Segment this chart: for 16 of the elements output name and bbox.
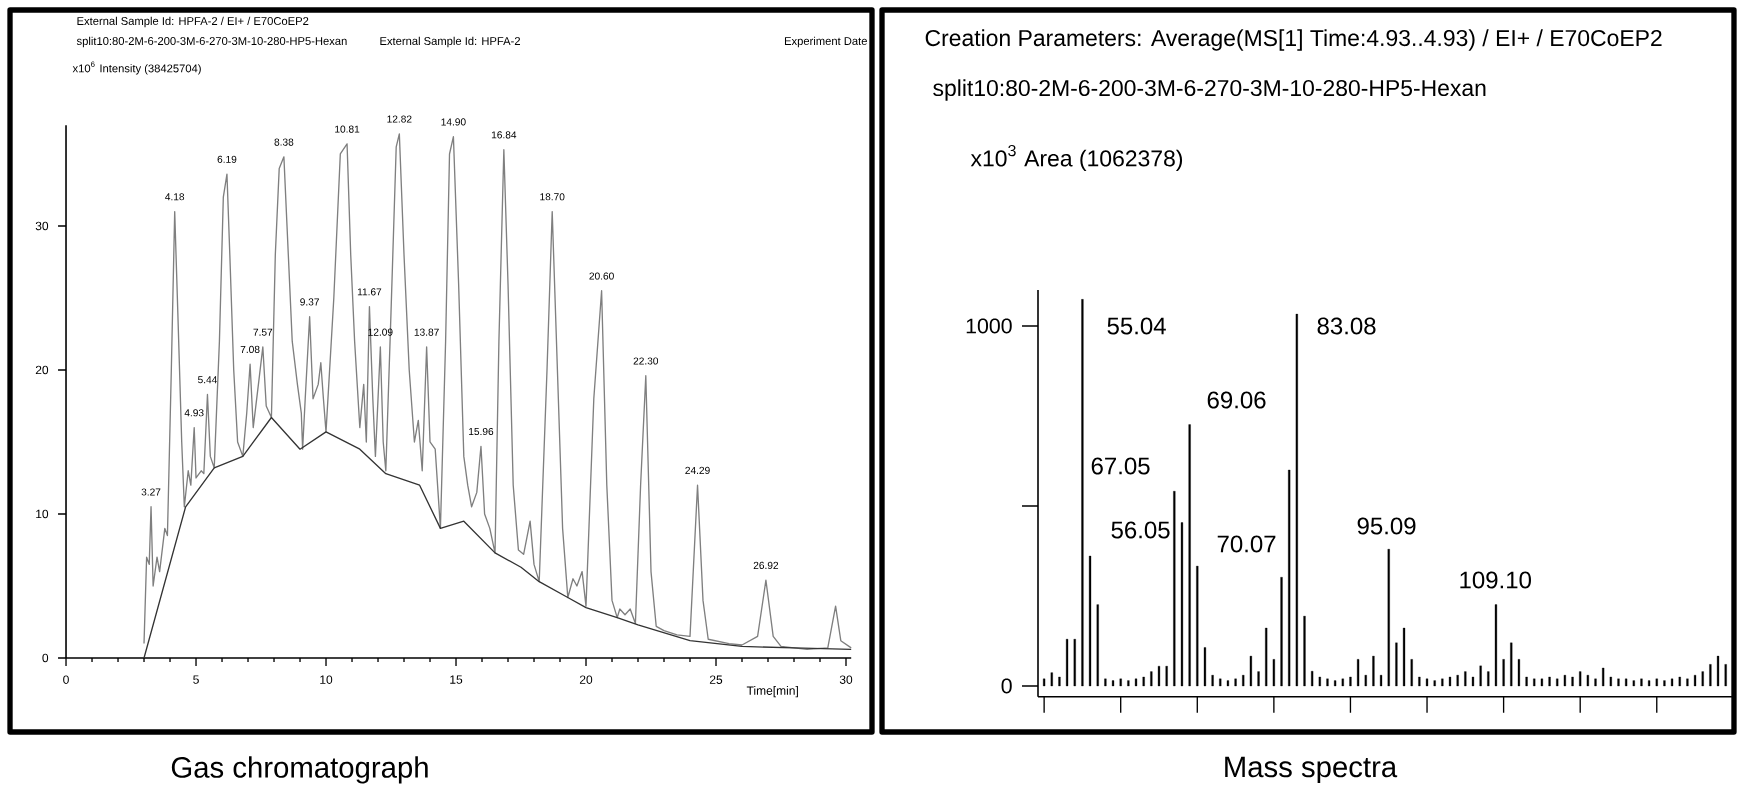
line-series bbox=[143, 133, 852, 650]
annotation: 67.05 bbox=[1091, 457, 1150, 475]
annotation: 95.09 bbox=[1357, 517, 1416, 535]
text: Gas chromatograph bbox=[171, 756, 428, 784]
annotation: 70.07 bbox=[1217, 535, 1276, 553]
annotation: 69.06 bbox=[1207, 391, 1266, 409]
text: Mass spectra bbox=[1225, 756, 1398, 784]
annotation: 109.10 bbox=[1460, 571, 1531, 589]
annotation: 56.05 bbox=[1111, 521, 1170, 539]
y-axis-title: x10$^{3}$ Area (1062378) bbox=[970, 144, 1183, 172]
y-tick-label: 1000 bbox=[966, 318, 1012, 334]
chart-title: Creation Parameters: Average(MS[1] Time:4.93..4.93) / EI+ / E70CoEP2 bbox=[925, 29, 1662, 51]
annotation: 83.08 bbox=[1317, 317, 1376, 335]
annotation: 55.04 bbox=[1107, 317, 1166, 335]
line-series bbox=[143, 416, 852, 659]
chart-subtitle: split10:80-2M-6-200-3M-6-270-3M-10-280-HP5-Hexan bbox=[933, 79, 1486, 101]
